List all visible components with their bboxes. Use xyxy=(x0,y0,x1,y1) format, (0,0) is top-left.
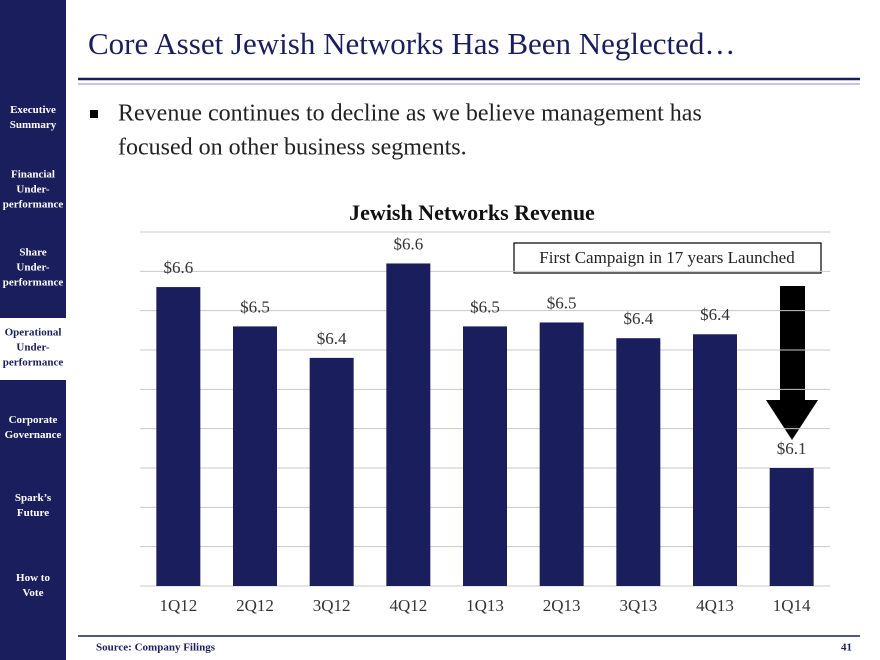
sidebar-active xyxy=(0,318,66,380)
x-tick-label: 1Q13 xyxy=(466,596,504,615)
bar xyxy=(463,326,507,586)
slide-title: Core Asset Jewish Networks Has Been Negl… xyxy=(88,26,735,61)
value-label: $6.4 xyxy=(623,309,653,328)
sidebar-item: Under- xyxy=(16,262,50,274)
bullet-text: Revenue continues to decline as we belie… xyxy=(118,101,702,127)
x-tick-label: 2Q13 xyxy=(543,596,581,615)
value-label: $6.1 xyxy=(777,439,807,458)
sidebar-item: Future xyxy=(17,507,49,519)
sidebar-item: Executive xyxy=(10,104,56,116)
value-label: $6.6 xyxy=(393,234,423,253)
sidebar-item: Under- xyxy=(16,342,50,354)
value-label: $6.4 xyxy=(317,329,347,348)
sidebar-item: Summary xyxy=(10,119,57,131)
x-tick-label: 3Q13 xyxy=(619,596,657,615)
x-tick-label: 3Q12 xyxy=(313,596,351,615)
sidebar-item: Under- xyxy=(16,184,50,196)
sidebar-item: Governance xyxy=(5,429,62,441)
sidebar-item: Spark’s xyxy=(15,492,52,504)
value-label: $6.4 xyxy=(700,305,730,324)
sidebar-item: Financial xyxy=(11,169,55,181)
annotation-box xyxy=(513,242,822,274)
bullet-marker xyxy=(90,110,98,118)
value-label: $6.5 xyxy=(470,297,500,316)
x-tick-label: 1Q12 xyxy=(159,596,197,615)
value-label: $6.5 xyxy=(547,293,577,312)
sidebar-item: Vote xyxy=(23,587,44,599)
bar xyxy=(693,334,737,586)
chart-title: Jewish Networks Revenue xyxy=(349,200,595,225)
bullet-text: focused on other business segments. xyxy=(118,135,467,161)
sidebar-item: Share xyxy=(19,247,46,259)
footer-source: Source: Company Filings xyxy=(96,642,216,654)
bar xyxy=(616,338,661,586)
bar xyxy=(769,468,814,586)
annotation: First Campaign in 17 years Launched xyxy=(539,248,795,267)
x-tick-label: 4Q13 xyxy=(696,596,734,615)
sidebar-item: How to xyxy=(16,572,50,584)
value-label: $6.5 xyxy=(240,297,270,316)
bar xyxy=(156,287,201,586)
bar xyxy=(233,326,277,586)
x-tick-label: 2Q12 xyxy=(236,596,274,615)
sidebar-item: performance xyxy=(3,357,64,369)
x-tick-label: 4Q12 xyxy=(389,596,427,615)
value-label: $6.6 xyxy=(163,258,193,277)
page-number: 41 xyxy=(841,642,852,654)
x-tick-label: 1Q14 xyxy=(773,596,811,615)
arrow xyxy=(766,286,818,440)
bar xyxy=(309,357,354,586)
sidebar-item: Operational xyxy=(5,327,62,339)
sidebar-item: Corporate xyxy=(9,414,58,426)
bar xyxy=(539,322,584,586)
bar xyxy=(386,263,431,586)
sidebar-item: performance xyxy=(3,199,64,211)
sidebar-item: performance xyxy=(3,277,64,289)
